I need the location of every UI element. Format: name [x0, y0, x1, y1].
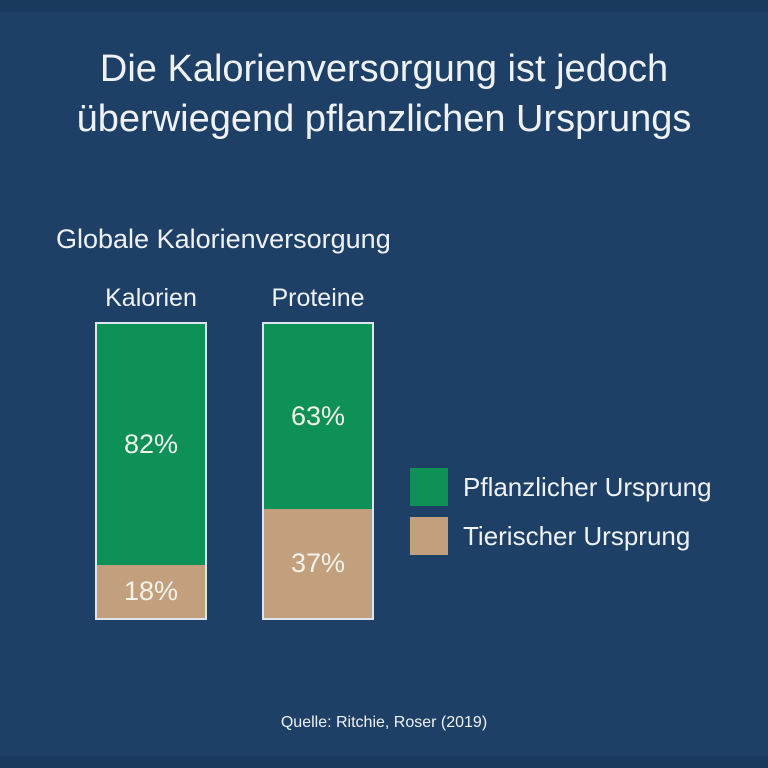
legend-label-animal-origin: Tierischer Ursprung: [463, 520, 691, 551]
plant-origin-swatch: [410, 468, 448, 506]
source-citation: Quelle: Ritchie, Roser (2019): [280, 714, 488, 731]
bar-segment: 18%: [97, 565, 205, 618]
bar-column-proteine: Proteine 63% 37%: [262, 284, 374, 620]
value-label: 18%: [123, 576, 179, 607]
legend-item-animal-origin: Tierischer Ursprung: [410, 517, 712, 555]
bar-segment: 63%: [264, 324, 372, 510]
bar-column-kalorien: Kalorien 82% 18%: [95, 284, 207, 620]
category-label: Kalorien: [105, 284, 197, 312]
chart-title: Globale Kalorienversorgung: [56, 224, 391, 254]
top-edge-strip: [0, 0, 768, 12]
category-label: Proteine: [271, 284, 365, 312]
animal-origin-swatch: [410, 517, 448, 555]
value-label: 82%: [123, 429, 179, 460]
bar: 63% 37%: [262, 322, 374, 620]
legend: Pflanzlicher Ursprung Tierischer Ursprun…: [410, 468, 712, 555]
value-label: 37%: [290, 548, 346, 579]
legend-label-plant-origin: Pflanzlicher Ursprung: [463, 471, 712, 502]
bar-segment: 37%: [264, 509, 372, 618]
stacked-bar-chart: Kalorien 82% 18% Proteine 63% 37%: [95, 284, 374, 620]
bar-segment: 82%: [97, 324, 205, 566]
bottom-edge-strip: [0, 756, 768, 768]
bar: 82% 18%: [95, 322, 207, 620]
value-label: 63%: [290, 401, 346, 432]
legend-item-plant-origin: Pflanzlicher Ursprung: [410, 468, 712, 506]
page-title: Die Kalorienversorgung ist jedoch überwi…: [76, 48, 692, 141]
